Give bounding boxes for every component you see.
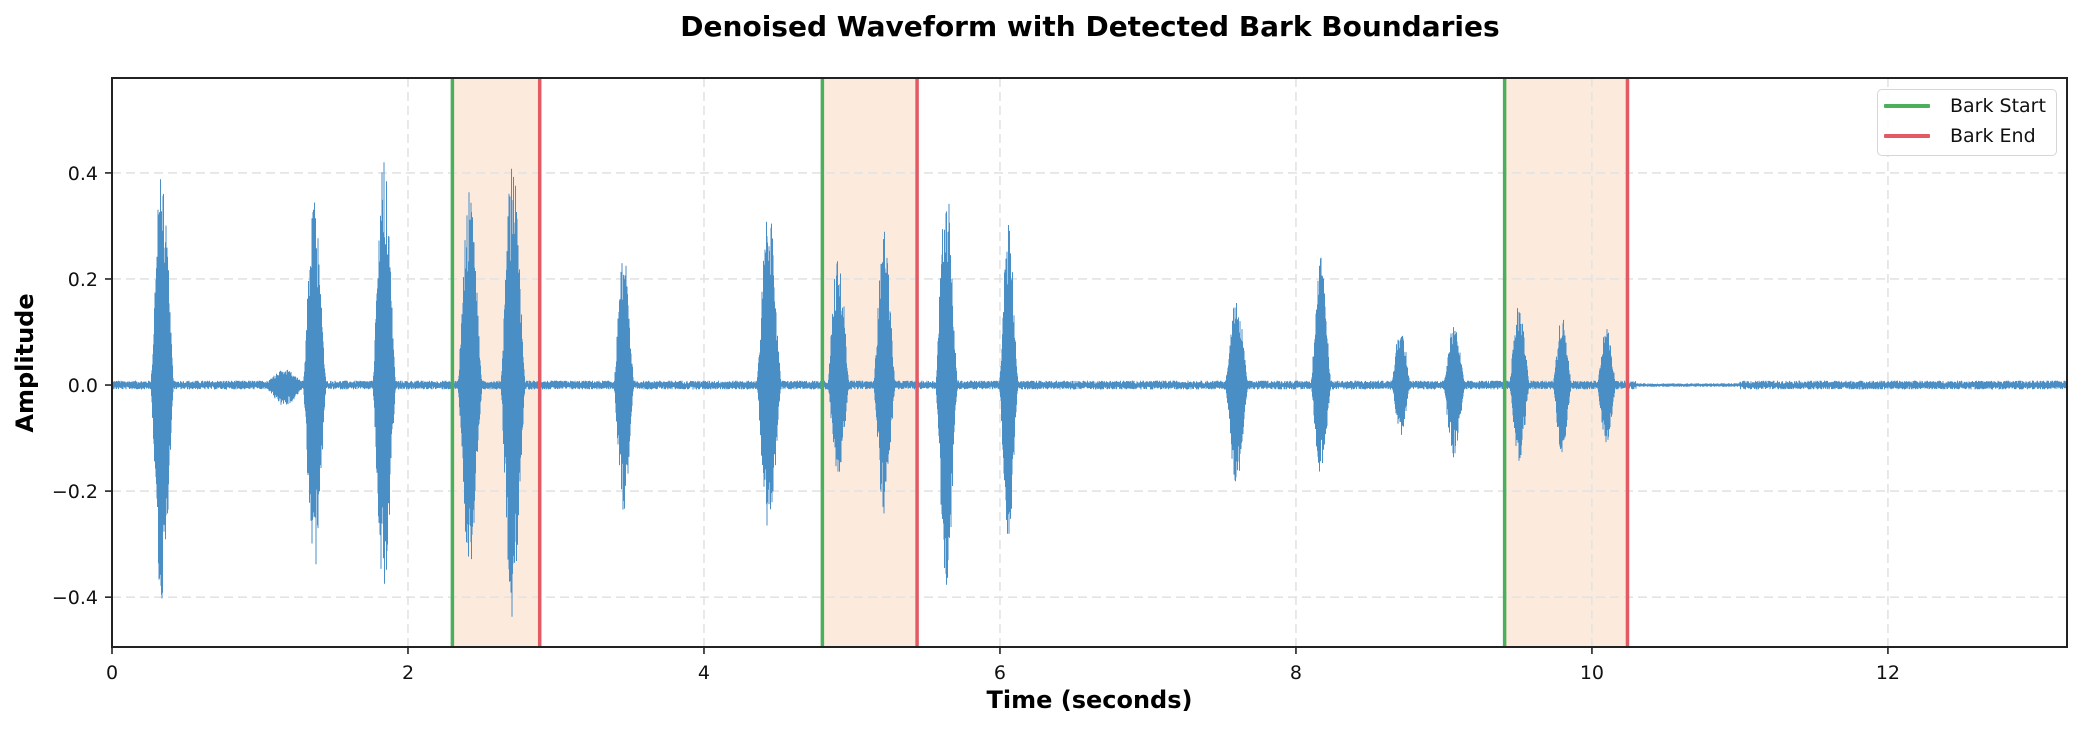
legend-item-bark-start: Bark Start [1884,91,2046,121]
legend-swatch-green [1884,104,1930,108]
x-tick-label: 12 [1876,662,1900,684]
y-tick-label: −0.2 [52,481,98,503]
x-tick-label: 4 [698,662,710,684]
x-tick-label: 6 [994,662,1006,684]
boundary-lines [450,78,1630,647]
waveform [111,162,2066,617]
legend-swatch-red [1884,134,1930,138]
legend-label: Bark Start [1950,95,2046,117]
grid-lines [111,78,2067,647]
chart-title: Denoised Waveform with Detected Bark Bou… [680,10,1500,43]
legend: Bark Start Bark End [1877,89,2057,156]
y-tick-label: 0.2 [68,269,98,291]
x-tick-label: 2 [402,662,414,684]
y-tick-label: −0.4 [52,587,98,609]
waveform-trace [111,162,2066,617]
x-axis-label: Time (seconds) [986,686,1193,714]
legend-label: Bark End [1950,125,2036,147]
x-tick-label: 10 [1580,662,1604,684]
legend-item-bark-end: Bark End [1884,121,2036,151]
y-tick-label: 0.4 [68,163,98,185]
y-tick-label: 0.0 [68,375,98,397]
axes-frame [111,77,2068,648]
x-tick-label: 0 [106,662,118,684]
axes: 0 2 4 6 8 10 12 −0.4 −0.2 0.0 0.2 0.4 [52,77,2068,684]
x-tick-label: 8 [1290,662,1302,684]
